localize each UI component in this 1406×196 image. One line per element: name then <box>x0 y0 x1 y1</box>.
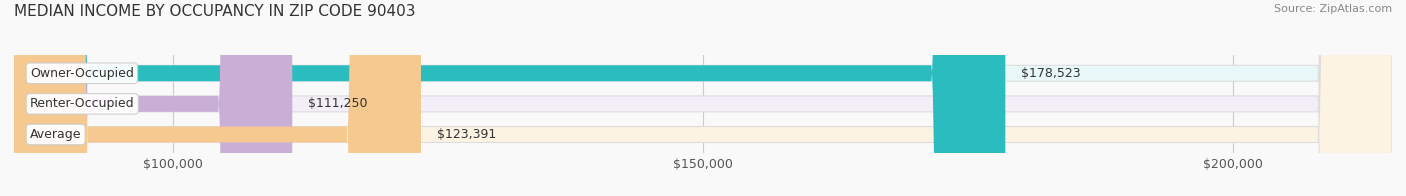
Text: MEDIAN INCOME BY OCCUPANCY IN ZIP CODE 90403: MEDIAN INCOME BY OCCUPANCY IN ZIP CODE 9… <box>14 4 416 19</box>
FancyBboxPatch shape <box>14 0 1005 196</box>
Text: $111,250: $111,250 <box>308 97 368 110</box>
Text: $123,391: $123,391 <box>437 128 496 141</box>
Text: $178,523: $178,523 <box>1021 67 1081 80</box>
Text: Owner-Occupied: Owner-Occupied <box>30 67 134 80</box>
Text: Renter-Occupied: Renter-Occupied <box>30 97 135 110</box>
FancyBboxPatch shape <box>14 0 1392 196</box>
FancyBboxPatch shape <box>14 0 292 196</box>
FancyBboxPatch shape <box>14 0 1392 196</box>
FancyBboxPatch shape <box>14 0 1392 196</box>
Text: Source: ZipAtlas.com: Source: ZipAtlas.com <box>1274 4 1392 14</box>
FancyBboxPatch shape <box>14 0 420 196</box>
Text: Average: Average <box>30 128 82 141</box>
